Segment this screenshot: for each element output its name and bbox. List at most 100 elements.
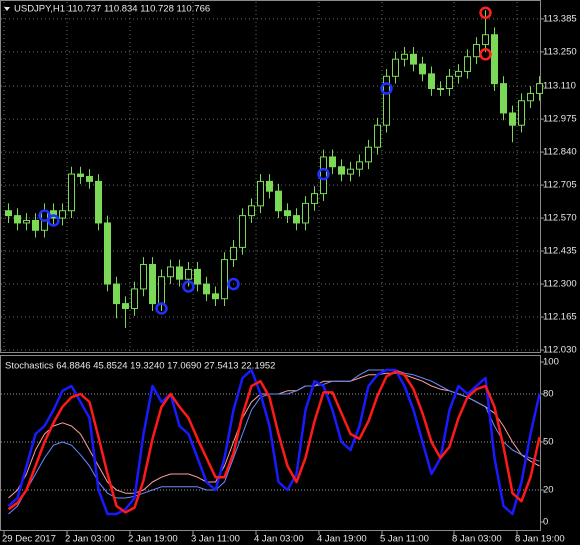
candle-body xyxy=(491,34,498,85)
candle-body xyxy=(500,83,507,114)
x-tick-label: 2 Jan 19:00 xyxy=(128,534,178,545)
candle-body xyxy=(167,266,174,278)
candle-body xyxy=(293,215,300,224)
candle-body xyxy=(527,92,534,102)
x-tick-label: 5 Jan 11:00 xyxy=(380,534,429,545)
y-tick-label: 112.840 xyxy=(543,147,577,158)
signal-marker xyxy=(479,6,492,20)
chart-title: USDJPY,H1 110.737 110.834 110.728 110.76… xyxy=(14,4,210,15)
candle-body xyxy=(32,220,39,231)
y-tick-label: 113.385 xyxy=(543,13,577,24)
y-tick-label: 112.435 xyxy=(543,246,577,257)
candle-body xyxy=(194,268,201,285)
signal-marker xyxy=(380,82,393,95)
x-tick-label: 2 Jan 03:00 xyxy=(65,534,115,545)
signal-marker xyxy=(47,214,60,227)
candle-body xyxy=(311,193,318,204)
x-tick-label: 29 Dec 2017 xyxy=(2,534,56,545)
candle-body xyxy=(140,264,147,290)
candle-body xyxy=(185,268,192,280)
candle-body xyxy=(113,283,120,305)
y-tick-label: 112.975 xyxy=(543,114,577,125)
signal-marker xyxy=(317,167,330,181)
x-tick-label: 8 Jan 03:00 xyxy=(452,534,502,545)
stochastic-pane xyxy=(0,355,541,531)
stochastic-line xyxy=(7,370,541,514)
x-tick-label: 3 Jan 11:00 xyxy=(191,534,240,545)
candle-body xyxy=(230,246,237,261)
candle-body xyxy=(464,56,471,72)
candle-body xyxy=(482,34,489,46)
candle-body xyxy=(284,210,291,217)
candle-body xyxy=(329,156,336,168)
menu-icon xyxy=(4,7,10,11)
candle-body xyxy=(68,173,75,212)
candle-body xyxy=(95,180,102,224)
candle-body xyxy=(365,146,372,163)
candle-body xyxy=(338,166,345,175)
y-tick-label: 80 xyxy=(543,389,554,400)
signal-marker xyxy=(182,280,195,293)
candle-body xyxy=(302,202,309,224)
x-tick-label: 8 Jan 19:00 xyxy=(515,534,565,545)
candle-body xyxy=(266,180,273,192)
candle-body xyxy=(455,70,462,77)
y-tick-label: 50 xyxy=(543,437,554,448)
candle-body xyxy=(437,88,444,91)
x-tick-label: 4 Jan 03:00 xyxy=(254,534,304,545)
y-tick-label: 113.110 xyxy=(543,81,576,92)
candle-body xyxy=(158,276,165,305)
candle-body xyxy=(536,83,543,94)
y-tick-label: 112.030 xyxy=(543,345,577,356)
candle-body xyxy=(356,161,363,170)
candle-body xyxy=(275,190,282,212)
y-tick-label: 112.570 xyxy=(543,213,577,224)
candle-body xyxy=(428,73,435,90)
candle-body xyxy=(149,264,156,305)
candle-body xyxy=(509,112,516,126)
signal-marker xyxy=(227,277,240,291)
candle-body xyxy=(131,288,138,309)
candle-body xyxy=(320,156,327,195)
candle-body xyxy=(176,266,183,280)
candle-body xyxy=(104,222,111,285)
candle-body xyxy=(23,220,30,224)
x-tick-label: 4 Jan 19:00 xyxy=(317,534,367,545)
candle-body xyxy=(59,210,66,219)
candle-body xyxy=(86,176,93,182)
candle-body xyxy=(77,173,84,178)
indicator-title: Stochastics 64.8846 45.8524 19.3240 17.0… xyxy=(5,361,275,372)
candle-body xyxy=(401,53,408,60)
candle-body xyxy=(122,303,129,309)
candle-body xyxy=(212,293,219,300)
candle-body xyxy=(239,215,246,248)
y-tick-label: 112.705 xyxy=(543,180,577,191)
candle-body xyxy=(383,75,390,126)
price-pane xyxy=(0,0,541,353)
candle-body xyxy=(392,58,399,77)
y-tick-label: 0 xyxy=(543,517,548,528)
candle-body xyxy=(374,124,381,148)
candle-body xyxy=(257,180,264,207)
signal-marker xyxy=(479,48,492,61)
y-tick-label: 20 xyxy=(543,485,554,496)
candle-body xyxy=(14,215,21,224)
candle-body xyxy=(347,168,354,175)
y-tick-label: 100 xyxy=(543,357,559,368)
signal-marker xyxy=(155,302,168,315)
candle-body xyxy=(203,283,210,295)
candle-body xyxy=(221,259,228,300)
candle-body xyxy=(5,210,12,217)
candle-body xyxy=(248,205,255,217)
candle-body xyxy=(446,75,453,90)
y-tick-label: 112.165 xyxy=(543,312,577,323)
stochastic-line xyxy=(7,368,541,516)
candle-body xyxy=(419,63,426,75)
candle-body xyxy=(518,100,525,126)
y-tick-label: 113.250 xyxy=(543,46,577,57)
signal-marker xyxy=(38,209,51,222)
candle-body xyxy=(410,53,417,65)
